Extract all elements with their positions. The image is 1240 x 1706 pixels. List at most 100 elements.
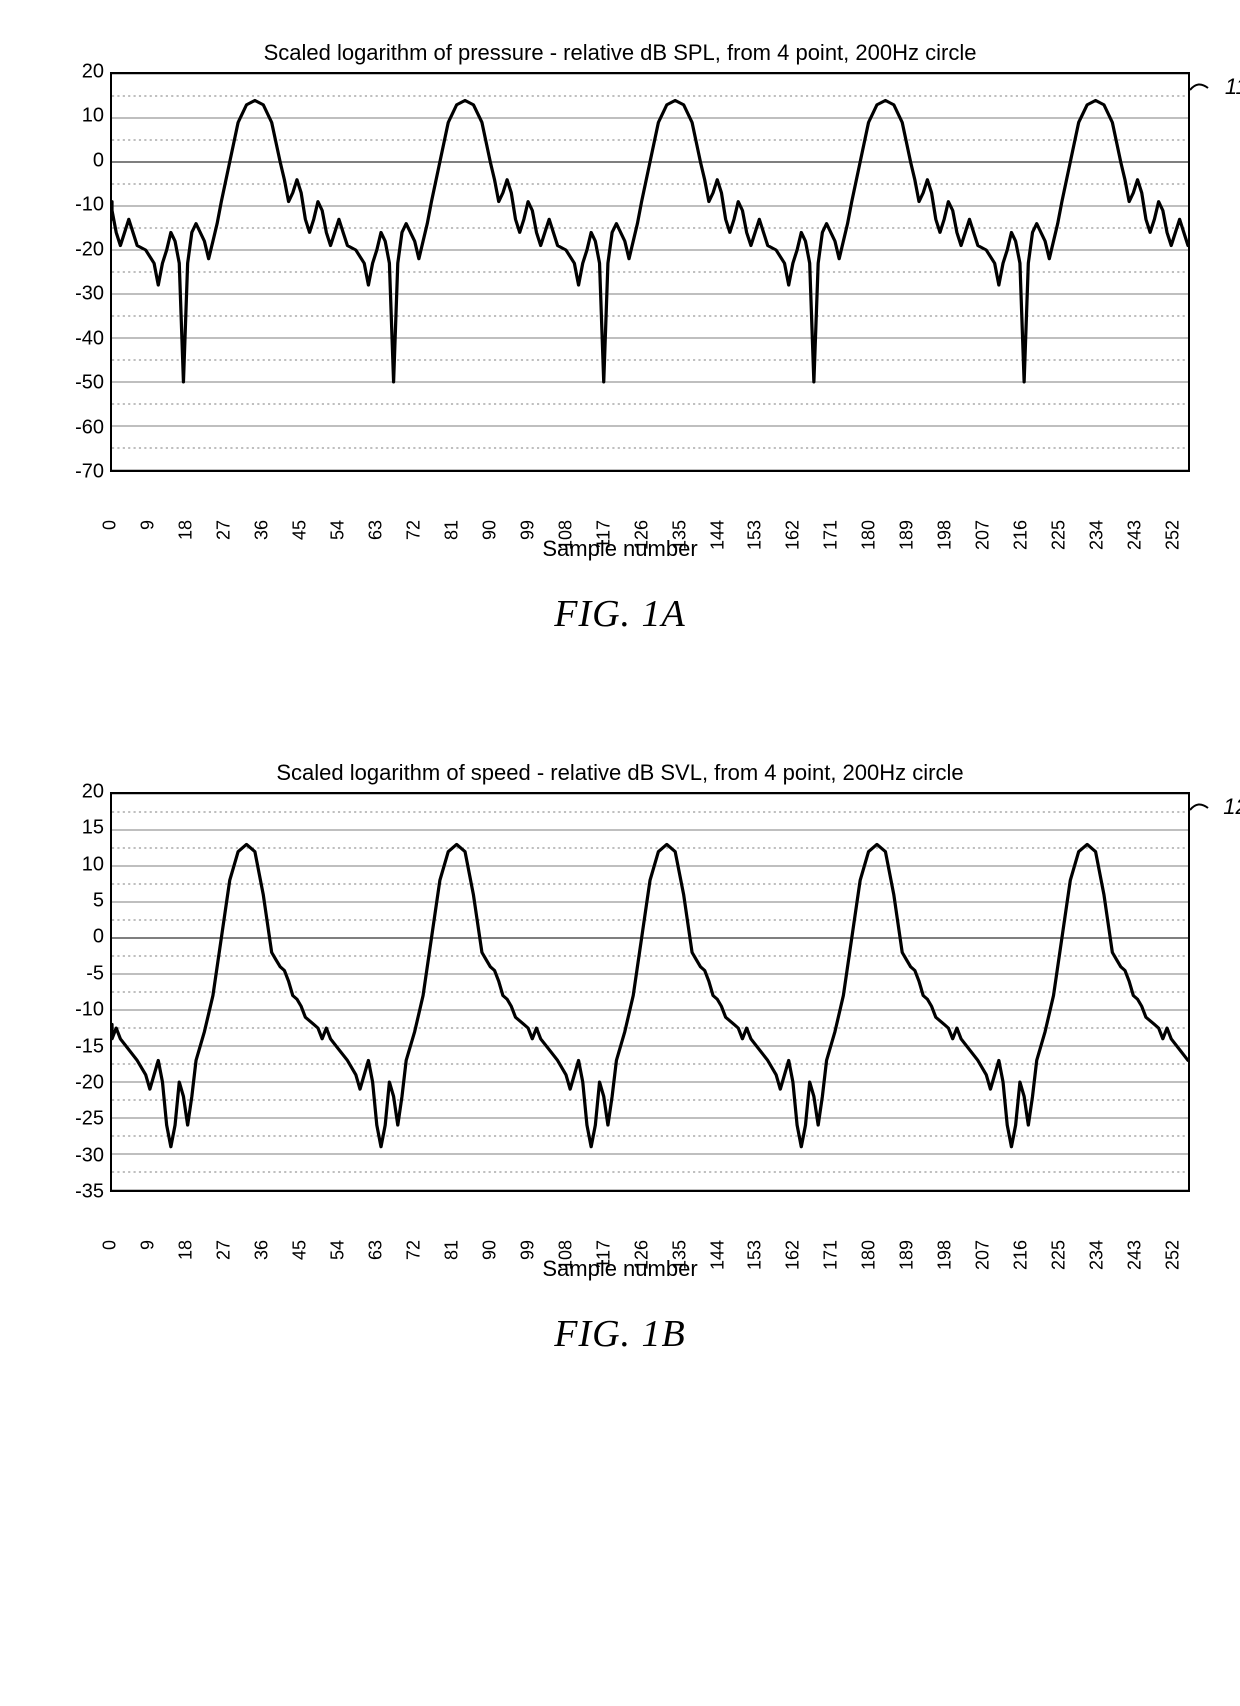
- x-tick-label: 18: [175, 1240, 196, 1260]
- reference-numeral: 110: [1225, 74, 1240, 100]
- y-tick-label: -60: [75, 416, 104, 439]
- x-tick-label: 252: [1163, 520, 1184, 550]
- reference-callout-tick: [1188, 78, 1218, 108]
- plot-area-1b: -35-30-25-20-15-10-505101520 120: [50, 792, 1190, 1192]
- y-tick-label: -5: [86, 962, 104, 985]
- x-tick-label: 234: [1087, 1240, 1108, 1270]
- y-tick-label: 10: [82, 105, 104, 128]
- x-tick-label: 81: [441, 1240, 462, 1260]
- chart-svg-1a: [112, 74, 1188, 470]
- x-tick-label: 144: [707, 1240, 728, 1270]
- y-axis-ticks: -70-60-50-40-30-20-1001020: [50, 72, 110, 472]
- x-tick-label: 72: [403, 520, 424, 540]
- y-tick-label: -10: [75, 194, 104, 217]
- figure-caption: FIG. 1B: [50, 1312, 1190, 1356]
- x-tick-label: 0: [100, 1240, 121, 1250]
- y-tick-label: 20: [82, 781, 104, 804]
- plot-area-1a: -70-60-50-40-30-20-1001020 110: [50, 72, 1190, 472]
- x-tick-label: 117: [593, 520, 614, 549]
- x-tick-label: 171: [821, 1240, 842, 1270]
- y-tick-label: 15: [82, 817, 104, 840]
- plot-box: [110, 792, 1190, 1192]
- reference-numeral: 120: [1223, 794, 1240, 820]
- chart-title: Scaled logarithm of speed - relative dB …: [50, 760, 1190, 786]
- y-tick-label: -70: [75, 461, 104, 484]
- x-tick-label: 9: [137, 520, 158, 530]
- figure-caption: FIG. 1A: [50, 592, 1190, 636]
- x-tick-label: 198: [935, 1240, 956, 1270]
- y-axis-ticks: -35-30-25-20-15-10-505101520: [50, 792, 110, 1192]
- figure-1b: Scaled logarithm of speed - relative dB …: [50, 760, 1190, 1356]
- x-tick-label: 72: [403, 1240, 424, 1260]
- x-tick-label: 153: [745, 1240, 766, 1270]
- x-tick-label: 243: [1125, 520, 1146, 550]
- x-tick-label: 54: [327, 1240, 348, 1260]
- x-tick-label: 45: [289, 520, 310, 540]
- y-tick-label: 20: [82, 61, 104, 84]
- chart-title: Scaled logarithm of pressure - relative …: [50, 40, 1190, 66]
- x-tick-label: 27: [213, 520, 234, 540]
- x-tick-label: 234: [1087, 520, 1108, 550]
- x-tick-label: 108: [555, 1240, 576, 1270]
- x-tick-label: 207: [973, 520, 994, 550]
- x-tick-label: 216: [1011, 520, 1032, 550]
- y-tick-label: -20: [75, 1071, 104, 1094]
- reference-callout-tick: [1188, 798, 1218, 828]
- x-tick-label: 180: [859, 520, 880, 550]
- y-tick-label: -25: [75, 1108, 104, 1131]
- x-tick-label: 243: [1125, 1240, 1146, 1270]
- x-tick-label: 189: [897, 1240, 918, 1270]
- x-tick-label: 153: [745, 520, 766, 550]
- x-tick-label: 198: [935, 520, 956, 550]
- y-tick-label: 0: [93, 926, 104, 949]
- x-tick-label: 162: [783, 520, 804, 550]
- x-tick-label: 27: [213, 1240, 234, 1260]
- x-tick-label: 135: [669, 520, 690, 550]
- x-tick-label: 45: [289, 1240, 310, 1260]
- x-tick-label: 36: [251, 1240, 272, 1260]
- x-tick-label: 225: [1049, 1240, 1070, 1270]
- x-tick-label: 144: [707, 520, 728, 550]
- y-tick-label: 5: [93, 890, 104, 913]
- x-tick-label: 54: [327, 520, 348, 540]
- y-tick-label: -30: [75, 1144, 104, 1167]
- x-tick-label: 108: [555, 520, 576, 550]
- x-tick-label: 216: [1011, 1240, 1032, 1270]
- figure-1a: Scaled logarithm of pressure - relative …: [50, 40, 1190, 636]
- y-tick-label: 10: [82, 853, 104, 876]
- y-tick-label: -20: [75, 238, 104, 261]
- x-tick-label: 81: [441, 520, 462, 540]
- x-tick-label: 225: [1049, 520, 1070, 550]
- y-tick-label: -35: [75, 1181, 104, 1204]
- x-tick-label: 99: [517, 1240, 538, 1260]
- x-tick-label: 36: [251, 520, 272, 540]
- y-tick-label: -30: [75, 283, 104, 306]
- chart-svg-1b: [112, 794, 1188, 1190]
- y-tick-label: -10: [75, 999, 104, 1022]
- y-tick-label: -15: [75, 1035, 104, 1058]
- x-axis-ticks: 0918273645546372819099108117126135144153…: [110, 1192, 1190, 1252]
- x-tick-label: 207: [973, 1240, 994, 1270]
- x-tick-label: 90: [479, 1240, 500, 1260]
- x-axis-ticks: 0918273645546372819099108117126135144153…: [110, 472, 1190, 532]
- y-tick-label: 0: [93, 149, 104, 172]
- x-tick-label: 63: [365, 1240, 386, 1260]
- x-tick-label: 117: [593, 1240, 614, 1269]
- x-tick-label: 126: [631, 1240, 652, 1270]
- x-tick-label: 189: [897, 520, 918, 550]
- x-tick-label: 63: [365, 520, 386, 540]
- x-tick-label: 180: [859, 1240, 880, 1270]
- x-tick-label: 171: [821, 520, 842, 550]
- x-tick-label: 18: [175, 520, 196, 540]
- y-tick-label: -50: [75, 372, 104, 395]
- plot-box: [110, 72, 1190, 472]
- x-tick-label: 135: [669, 1240, 690, 1270]
- x-tick-label: 9: [137, 1240, 158, 1250]
- y-tick-label: -40: [75, 327, 104, 350]
- x-tick-label: 90: [479, 520, 500, 540]
- x-tick-label: 126: [631, 520, 652, 550]
- x-tick-label: 0: [100, 520, 121, 530]
- x-tick-label: 252: [1163, 1240, 1184, 1270]
- page-root: Scaled logarithm of pressure - relative …: [0, 0, 1240, 1706]
- x-tick-label: 99: [517, 520, 538, 540]
